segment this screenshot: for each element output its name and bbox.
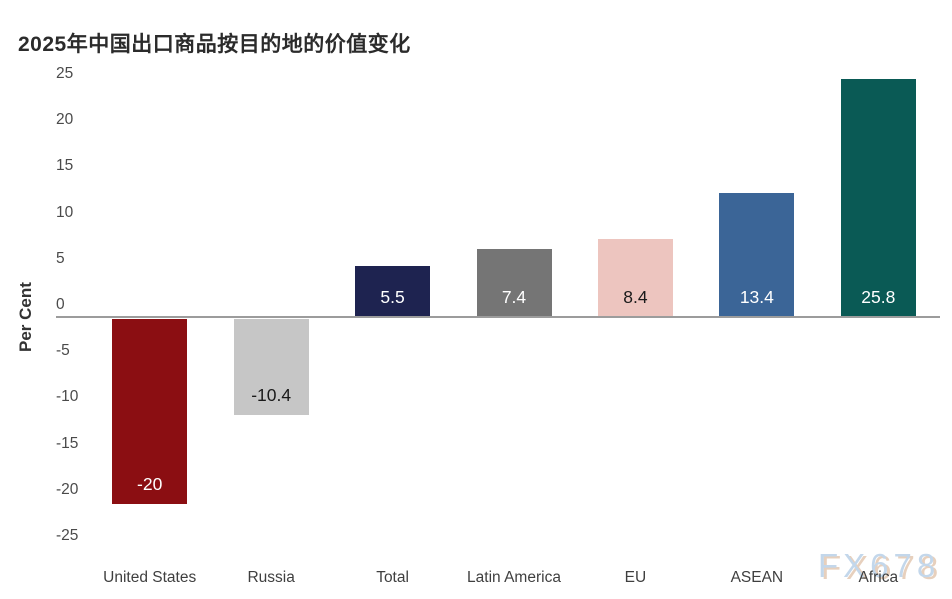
watermark: FX678 [818, 547, 941, 584]
bar-africa: 25.8 [840, 78, 916, 317]
bar-russia: -10.4 [233, 319, 309, 416]
y-tick-label--5: -5 [56, 342, 70, 360]
y-tick-label--15: -15 [56, 434, 79, 452]
bar-latin-america: 7.4 [476, 248, 552, 317]
y-axis-title: Per Cent [16, 282, 35, 352]
bar-asean: 13.4 [719, 193, 795, 317]
bar-value-label-russia: -10.4 [251, 385, 292, 406]
y-tick-label-0: 0 [56, 296, 65, 313]
y-tick-label--20: -20 [56, 480, 79, 498]
y-tick-label--25: -25 [56, 527, 79, 544]
bar-total: 5.5 [355, 266, 431, 317]
x-category-label-asean: ASEAN [730, 569, 784, 586]
x-category-label-latin-america: Latin America [467, 569, 561, 586]
chart-title: 2025年中国出口商品按目的地的价值变化 [18, 33, 411, 56]
bar-value-label-africa: 25.8 [861, 286, 896, 307]
bar-value-label-total: 5.5 [380, 286, 405, 307]
bar-value-label-asean: 13.4 [739, 286, 774, 307]
bar-united-states: -20 [112, 319, 188, 504]
bar-value-label-united-states: -20 [137, 473, 163, 494]
bar-eu: 8.4 [597, 239, 673, 317]
bar-value-label-latin-america: 7.4 [501, 286, 527, 307]
x-category-label-total: Total [376, 569, 409, 586]
y-tick-label-10: 10 [56, 203, 74, 221]
x-category-label-eu: EU [624, 569, 647, 586]
y-tick-label-15: 15 [56, 157, 74, 175]
x-category-label-united-states: United States [103, 569, 197, 586]
zero-baseline [56, 316, 940, 318]
y-tick-label-25: 25 [56, 65, 74, 82]
bar-value-label-eu: 8.4 [623, 286, 648, 307]
y-tick-label-20: 20 [56, 111, 74, 129]
x-category-label-russia: Russia [247, 569, 295, 586]
y-tick-label--10: -10 [56, 388, 79, 406]
x-category-label-africa: Africa [858, 569, 899, 586]
y-tick-label-5: 5 [56, 249, 65, 267]
